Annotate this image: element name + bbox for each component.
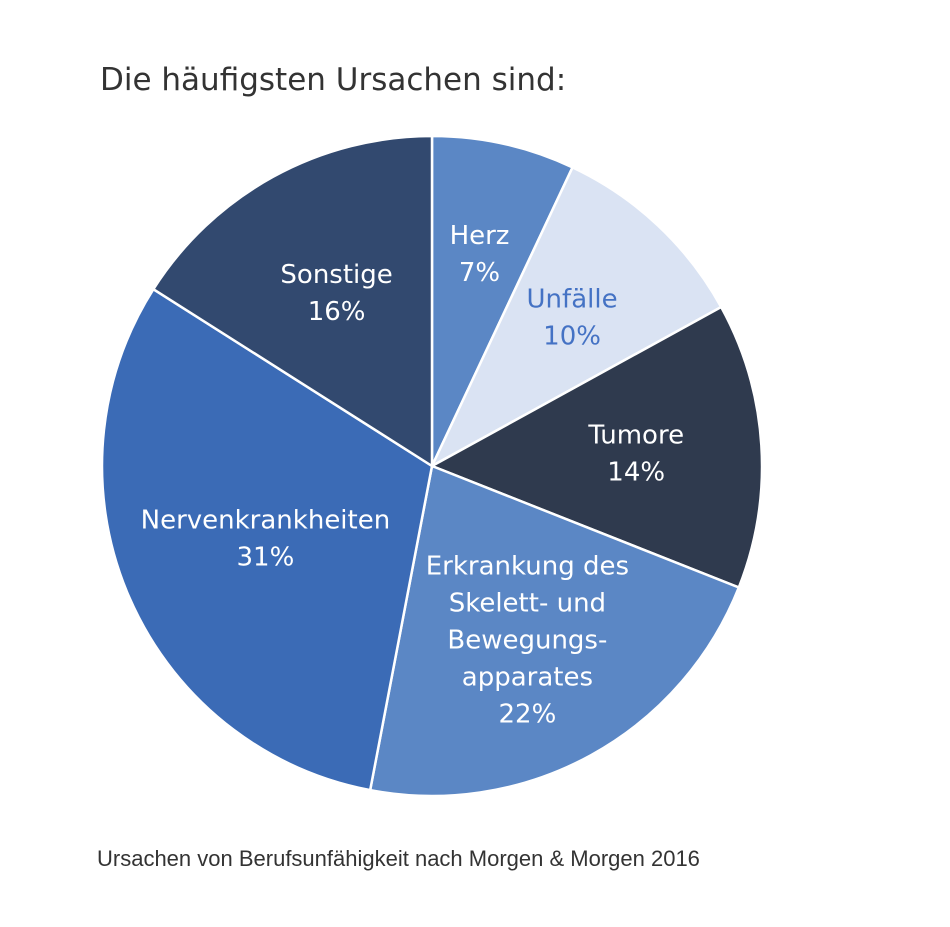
- slice-category-label: Bewegungs-: [447, 626, 607, 656]
- slice-value-label: 22%: [498, 700, 556, 730]
- slice-category-label: Sonstige: [280, 260, 392, 290]
- pie-slice-herz: [430, 134, 575, 467]
- slice-value-label: 14%: [607, 458, 665, 488]
- chart-caption: Ursachen von Berufsunfähigkeit nach Morg…: [97, 846, 700, 871]
- slice-category-label: Herz: [450, 221, 510, 251]
- slice-value-label: 31%: [237, 543, 295, 573]
- chart-title: Die häufigsten Ursachen sind:: [100, 62, 567, 98]
- slice-value-label: 10%: [543, 321, 601, 351]
- pie-slice-sonstige: [151, 134, 434, 469]
- pie-slice-erkrankung-des-skelett-und-bewegungs-apparates: [368, 464, 741, 798]
- slice-value-label: 7%: [459, 258, 500, 288]
- slice-value-label: 16%: [308, 297, 366, 327]
- slice-category-label: Skelett- und: [449, 589, 606, 619]
- slice-category-label: apparates: [462, 663, 593, 693]
- slice-category-label: Tumore: [587, 421, 684, 451]
- pie-slice-tumore: [429, 305, 764, 590]
- pie-slices: [100, 134, 764, 798]
- pie-labels: Herz 7% Unfälle 10% Tumore 14% Erkrankung des S…: [141, 221, 684, 730]
- slice-category-label: Unfälle: [527, 284, 618, 314]
- slice-category-label: Erkrankung des: [426, 552, 629, 582]
- slice-category-label: Nervenkrankheiten: [141, 506, 391, 536]
- pie-slice-unfälle: [429, 165, 723, 469]
